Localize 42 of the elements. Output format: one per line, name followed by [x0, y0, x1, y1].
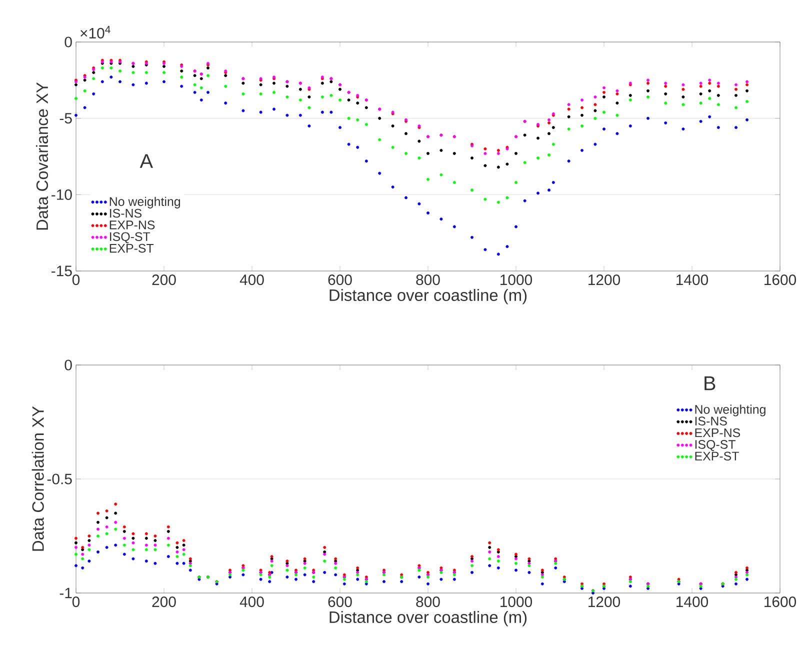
- legend-label: EXP-ST: [695, 452, 739, 461]
- legend-label: EXP-NS: [695, 428, 740, 438]
- legend-label: No weighting: [110, 196, 180, 208]
- text: ×10$^{4}$: [80, 26, 110, 38]
- legend-label: No weighting: [695, 404, 766, 416]
- x-tick-label: 1400: [676, 274, 708, 286]
- y-axis-title: Data Covariance XY: [36, 82, 48, 230]
- x-tick-label: 0: [72, 596, 80, 608]
- y-tick-label: -10: [52, 189, 72, 200]
- x-tick-label: 400: [240, 596, 264, 608]
- y-tick-label: -5: [60, 113, 72, 124]
- x-axis-title: Distance over coastline (m): [330, 288, 527, 304]
- x-tick-label: 1000: [500, 274, 532, 286]
- annotation: B: [704, 376, 716, 390]
- legend-label: EXP-NS: [110, 220, 155, 230]
- legend-label: IS-NS: [110, 208, 142, 218]
- y-tick-label: -15: [52, 266, 72, 276]
- x-tick-label: 200: [152, 596, 176, 608]
- legend-label: EXP-ST: [110, 244, 154, 253]
- y-tick-label: -1: [60, 588, 72, 598]
- x-tick-label: 1600: [764, 596, 796, 608]
- x-tick-label: 1200: [588, 596, 620, 608]
- y-tick-label: 0: [64, 360, 72, 370]
- x-tick-label: 800: [416, 274, 440, 286]
- legend-label: ISQ-ST: [110, 232, 150, 244]
- y-axis-title: Data Correlation XY: [32, 406, 44, 551]
- x-tick-label: 1600: [764, 274, 796, 286]
- x-tick-label: 200: [152, 274, 176, 286]
- annotation: A: [140, 154, 154, 168]
- x-tick-label: 400: [240, 274, 264, 286]
- x-tick-label: 1400: [676, 596, 708, 608]
- x-tick-label: 800: [416, 596, 440, 608]
- x-tick-label: 0: [72, 274, 80, 286]
- x-tick-label: 1200: [588, 274, 620, 286]
- y-tick-label: -0.5: [47, 474, 72, 484]
- x-tick-label: 600: [328, 274, 352, 286]
- legend-label: IS-NS: [695, 416, 727, 426]
- legend-label: ISQ-ST: [695, 440, 736, 452]
- x-tick-label: 1000: [500, 596, 532, 608]
- y-tick-label: 0: [64, 36, 72, 48]
- x-axis-title: Distance over coastline (m): [330, 610, 527, 626]
- x-tick-label: 600: [328, 596, 352, 608]
